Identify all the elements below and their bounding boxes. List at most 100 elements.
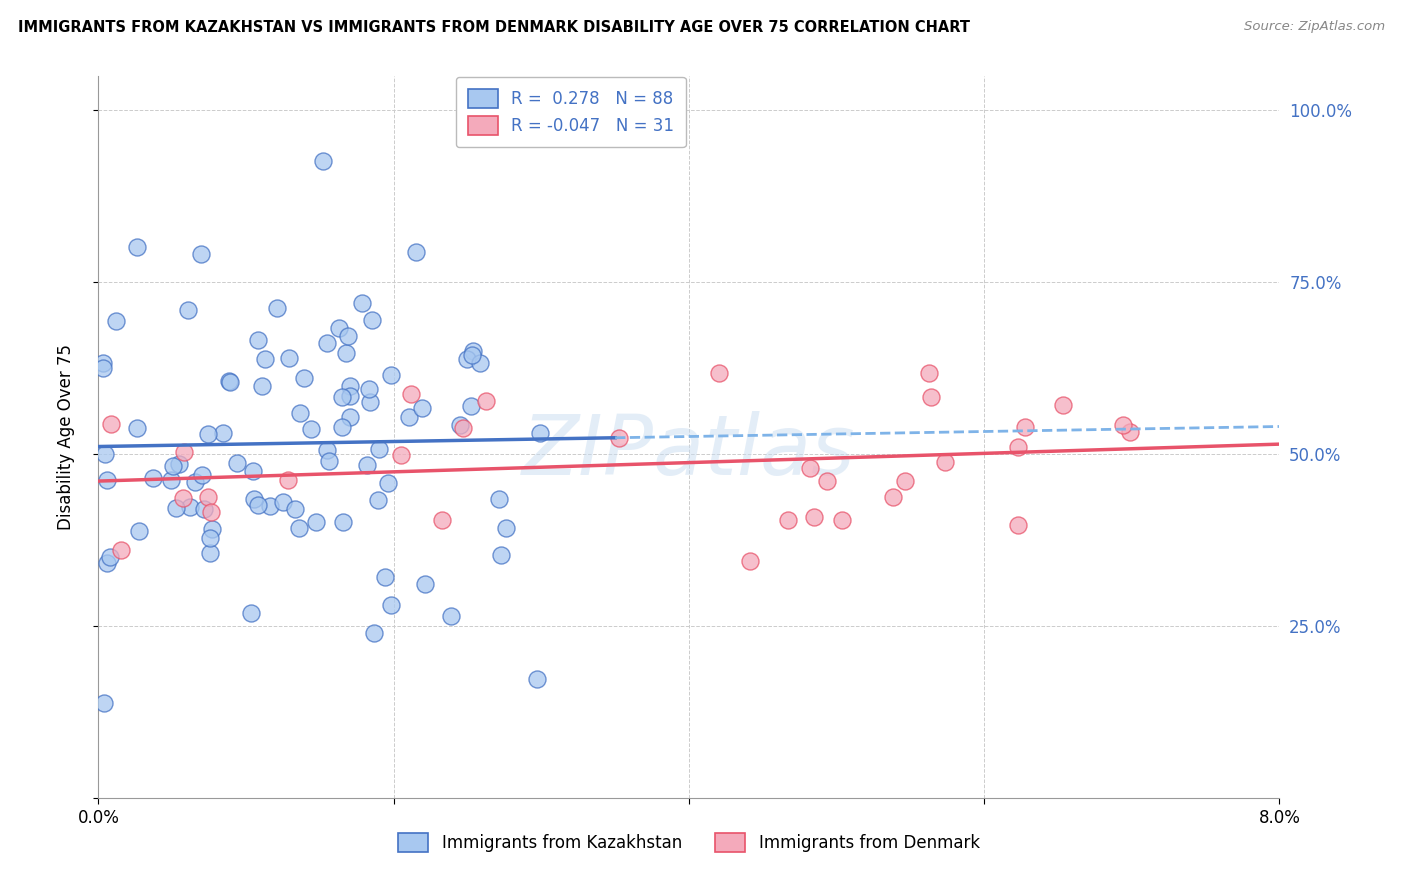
- Point: [367, 442, 389, 457]
- Point: [125, 421, 148, 435]
- Point: [311, 153, 333, 168]
- Point: [882, 491, 904, 505]
- Point: [920, 390, 942, 404]
- Point: [266, 301, 288, 315]
- Legend: Immigrants from Kazakhstan, Immigrants from Denmark: Immigrants from Kazakhstan, Immigrants f…: [392, 826, 986, 859]
- Point: [489, 548, 512, 562]
- Point: [247, 333, 270, 347]
- Text: IMMIGRANTS FROM KAZAKHSTAN VS IMMIGRANTS FROM DENMARK DISABILITY AGE OVER 75 COR: IMMIGRANTS FROM KAZAKHSTAN VS IMMIGRANTS…: [18, 20, 970, 35]
- Point: [1007, 518, 1029, 533]
- Point: [339, 379, 361, 393]
- Point: [377, 475, 399, 490]
- Point: [332, 516, 354, 530]
- Point: [803, 510, 825, 524]
- Point: [96, 556, 118, 570]
- Point: [316, 442, 339, 457]
- Point: [200, 505, 222, 519]
- Point: [357, 382, 380, 396]
- Point: [389, 448, 412, 462]
- Point: [259, 499, 281, 513]
- Point: [288, 406, 311, 420]
- Text: ZIPatlas: ZIPatlas: [522, 411, 856, 492]
- Point: [91, 361, 114, 376]
- Point: [361, 313, 384, 327]
- Point: [247, 498, 270, 512]
- Point: [411, 401, 433, 416]
- Point: [242, 464, 264, 478]
- Point: [315, 336, 337, 351]
- Point: [461, 348, 484, 362]
- Point: [380, 598, 402, 612]
- Point: [253, 352, 276, 367]
- Point: [1014, 419, 1036, 434]
- Point: [100, 417, 122, 431]
- Point: [197, 490, 219, 504]
- Point: [405, 245, 427, 260]
- Point: [142, 471, 165, 485]
- Point: [363, 626, 385, 640]
- Point: [177, 302, 200, 317]
- Point: [831, 513, 853, 527]
- Point: [799, 461, 821, 475]
- Point: [399, 386, 422, 401]
- Point: [288, 521, 311, 535]
- Point: [198, 546, 221, 560]
- Text: Source: ZipAtlas.com: Source: ZipAtlas.com: [1244, 20, 1385, 33]
- Point: [738, 554, 761, 568]
- Point: [219, 375, 242, 389]
- Point: [330, 391, 353, 405]
- Point: [374, 570, 396, 584]
- Point: [252, 379, 274, 393]
- Point: [339, 389, 361, 403]
- Point: [305, 515, 328, 529]
- Point: [271, 495, 294, 509]
- Point: [335, 346, 357, 360]
- Point: [1007, 440, 1029, 454]
- Point: [470, 356, 492, 370]
- Point: [894, 474, 917, 488]
- Point: [380, 368, 402, 382]
- Point: [110, 543, 132, 558]
- Y-axis label: Disability Age Over 75: Disability Age Over 75: [56, 344, 75, 530]
- Point: [318, 453, 340, 467]
- Point: [94, 447, 117, 461]
- Point: [173, 445, 195, 459]
- Point: [918, 366, 941, 380]
- Point: [190, 247, 212, 261]
- Point: [1112, 418, 1135, 433]
- Point: [356, 458, 378, 473]
- Point: [398, 409, 420, 424]
- Point: [212, 425, 235, 440]
- Point: [413, 576, 436, 591]
- Point: [526, 673, 548, 687]
- Point: [93, 696, 115, 710]
- Point: [125, 240, 148, 254]
- Point: [167, 457, 190, 471]
- Point: [218, 374, 240, 388]
- Point: [451, 420, 474, 434]
- Point: [1052, 398, 1074, 412]
- Point: [456, 352, 478, 367]
- Point: [179, 500, 201, 514]
- Point: [96, 473, 118, 487]
- Point: [162, 459, 184, 474]
- Point: [105, 314, 128, 328]
- Point: [226, 456, 249, 470]
- Point: [243, 492, 266, 507]
- Point: [1119, 425, 1142, 440]
- Point: [197, 427, 219, 442]
- Point: [474, 394, 496, 409]
- Point: [461, 344, 484, 359]
- Point: [495, 521, 517, 535]
- Point: [172, 491, 194, 505]
- Point: [707, 367, 730, 381]
- Point: [359, 395, 381, 409]
- Point: [339, 410, 361, 425]
- Point: [367, 492, 389, 507]
- Point: [934, 455, 956, 469]
- Point: [330, 419, 353, 434]
- Point: [337, 329, 360, 343]
- Point: [193, 501, 215, 516]
- Point: [460, 400, 482, 414]
- Point: [198, 531, 221, 545]
